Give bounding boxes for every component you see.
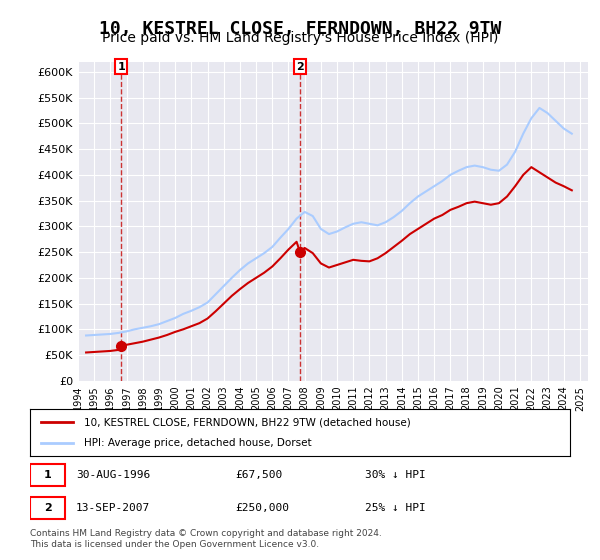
Text: 13-SEP-2007: 13-SEP-2007: [76, 503, 150, 513]
Text: £67,500: £67,500: [235, 470, 283, 480]
FancyBboxPatch shape: [30, 464, 65, 486]
FancyBboxPatch shape: [30, 497, 65, 519]
Text: HPI: Average price, detached house, Dorset: HPI: Average price, detached house, Dors…: [84, 438, 311, 448]
Text: 2: 2: [296, 62, 304, 72]
Text: 1: 1: [44, 470, 52, 480]
Text: 30% ↓ HPI: 30% ↓ HPI: [365, 470, 425, 480]
Text: 30-AUG-1996: 30-AUG-1996: [76, 470, 150, 480]
Text: £250,000: £250,000: [235, 503, 289, 513]
Text: 2: 2: [44, 503, 52, 513]
Text: 25% ↓ HPI: 25% ↓ HPI: [365, 503, 425, 513]
Text: 1: 1: [118, 62, 125, 72]
Text: Price paid vs. HM Land Registry's House Price Index (HPI): Price paid vs. HM Land Registry's House …: [102, 31, 498, 45]
Text: 10, KESTREL CLOSE, FERNDOWN, BH22 9TW (detached house): 10, KESTREL CLOSE, FERNDOWN, BH22 9TW (d…: [84, 417, 411, 427]
Text: 10, KESTREL CLOSE, FERNDOWN, BH22 9TW: 10, KESTREL CLOSE, FERNDOWN, BH22 9TW: [99, 20, 501, 38]
Text: Contains HM Land Registry data © Crown copyright and database right 2024.
This d: Contains HM Land Registry data © Crown c…: [30, 529, 382, 549]
